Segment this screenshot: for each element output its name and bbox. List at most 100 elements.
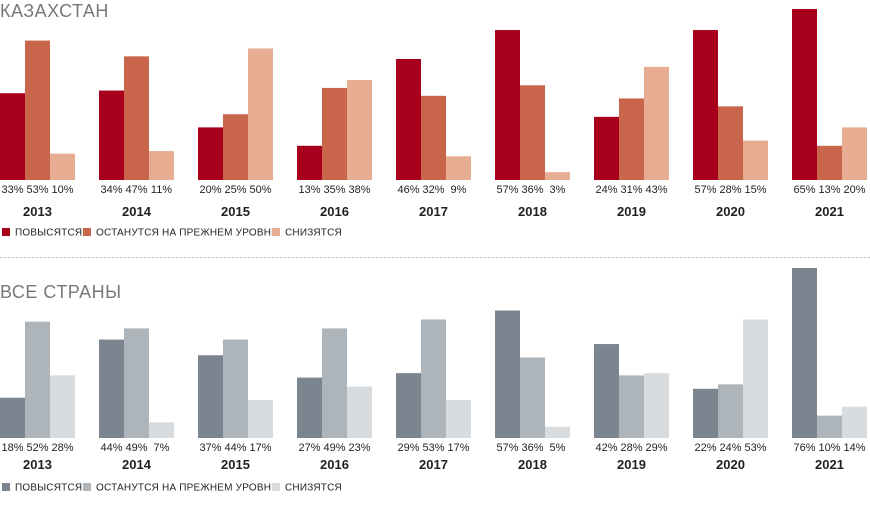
year-label: 2018	[518, 204, 547, 219]
bar-2021-series-2	[817, 145, 842, 180]
bar-2014-series-2	[124, 56, 149, 180]
year-label: 2013	[23, 457, 52, 472]
data-label: 57%	[496, 184, 518, 196]
year-label: 2014	[122, 204, 152, 219]
legend-swatch-2	[83, 483, 91, 491]
data-label: 49%	[323, 442, 345, 454]
data-label: 13%	[818, 184, 840, 196]
data-label: 28%	[620, 442, 642, 454]
bar-2020-series-3	[743, 319, 768, 438]
bar-2013-series-1	[0, 93, 25, 180]
year-label: 2015	[221, 204, 250, 219]
year-label: 2017	[419, 457, 448, 472]
legend-swatch-1	[2, 228, 10, 236]
bar-2014-series-1	[99, 90, 124, 180]
data-label: 38%	[348, 184, 370, 196]
data-label: 9%	[451, 184, 467, 196]
year-label: 2018	[518, 457, 547, 472]
data-label: 10%	[51, 184, 73, 196]
data-label: 29%	[645, 442, 667, 454]
data-label: 57%	[496, 442, 518, 454]
data-label: 35%	[323, 184, 345, 196]
bar-2017-series-3	[446, 399, 471, 438]
legend-swatch-3	[272, 483, 280, 491]
bar-2016-series-2	[322, 328, 347, 438]
data-label: 22%	[694, 442, 716, 454]
bar-2016-series-3	[347, 386, 372, 438]
year-label: 2020	[716, 457, 745, 472]
year-label: 2019	[617, 204, 646, 219]
bar-2013-series-3	[50, 375, 75, 438]
bar-2020-series-1	[693, 30, 718, 180]
data-label: 42%	[595, 442, 617, 454]
data-label: 27%	[298, 442, 320, 454]
data-label: 65%	[793, 184, 815, 196]
bar-2015-series-2	[223, 339, 248, 438]
bar-2019-series-3	[644, 373, 669, 438]
bar-2019-series-1	[594, 116, 619, 180]
bar-2020-series-2	[718, 384, 743, 438]
bar-2017-series-1	[396, 58, 421, 180]
year-label: 2013	[23, 204, 52, 219]
bar-2018-series-2	[520, 357, 545, 438]
bar-2013-series-1	[0, 397, 25, 438]
data-label: 28%	[51, 442, 73, 454]
bar-2016-series-1	[297, 145, 322, 180]
legend-label-2: ОСТАНУТСЯ НА ПРЕЖНЕМ УРОВНЕ	[96, 483, 278, 494]
data-label: 36%	[521, 442, 543, 454]
legend-swatch-2	[83, 228, 91, 236]
data-label: 76%	[793, 442, 815, 454]
year-label: 2020	[716, 204, 745, 219]
bar-2014-series-1	[99, 339, 124, 438]
data-label: 13%	[298, 184, 320, 196]
bar-2014-series-3	[149, 151, 174, 180]
bar-2019-series-2	[619, 98, 644, 180]
data-label: 5%	[550, 442, 566, 454]
bar-2019-series-2	[619, 375, 644, 438]
bar-2013-series-2	[25, 321, 50, 438]
data-label: 23%	[348, 442, 370, 454]
bar-2017-series-3	[446, 156, 471, 180]
legend-swatch-1	[2, 483, 10, 491]
bar-2016-series-1	[297, 377, 322, 438]
bar-2016-series-2	[322, 87, 347, 180]
data-label: 49%	[125, 442, 147, 454]
data-label: 52%	[26, 442, 48, 454]
data-label: 24%	[719, 442, 741, 454]
data-label: 17%	[249, 442, 271, 454]
data-label: 47%	[125, 184, 147, 196]
bar-2016-series-3	[347, 80, 372, 180]
bar-2018-series-3	[545, 426, 570, 438]
data-label: 43%	[645, 184, 667, 196]
year-label: 2015	[221, 457, 250, 472]
data-label: 10%	[818, 442, 840, 454]
data-label: 34%	[100, 184, 122, 196]
bar-2015-series-3	[248, 48, 273, 180]
data-label: 28%	[719, 184, 741, 196]
panel-title: КАЗАХСТАН	[0, 1, 109, 21]
data-label: 32%	[422, 184, 444, 196]
data-label: 57%	[694, 184, 716, 196]
data-label: 37%	[199, 442, 221, 454]
bar-2015-series-1	[198, 127, 223, 180]
bar-2014-series-2	[124, 328, 149, 438]
panel-title: ВСЕ СТРАНЫ	[0, 282, 122, 302]
legend-label-3: СНИЗЯТСЯ	[285, 228, 342, 239]
data-label: 3%	[550, 184, 566, 196]
data-label: 53%	[26, 184, 48, 196]
bar-2021-series-3	[842, 406, 867, 438]
data-label: 46%	[397, 184, 419, 196]
year-label: 2019	[617, 457, 646, 472]
data-label: 7%	[154, 442, 170, 454]
bar-2018-series-2	[520, 85, 545, 180]
data-label: 20%	[843, 184, 865, 196]
data-label: 25%	[224, 184, 246, 196]
data-label: 29%	[397, 442, 419, 454]
data-label: 44%	[224, 442, 246, 454]
bar-2013-series-3	[50, 153, 75, 180]
year-label: 2017	[419, 204, 448, 219]
bar-2015-series-1	[198, 355, 223, 438]
bar-2018-series-1	[495, 310, 520, 438]
bar-2018-series-1	[495, 30, 520, 180]
